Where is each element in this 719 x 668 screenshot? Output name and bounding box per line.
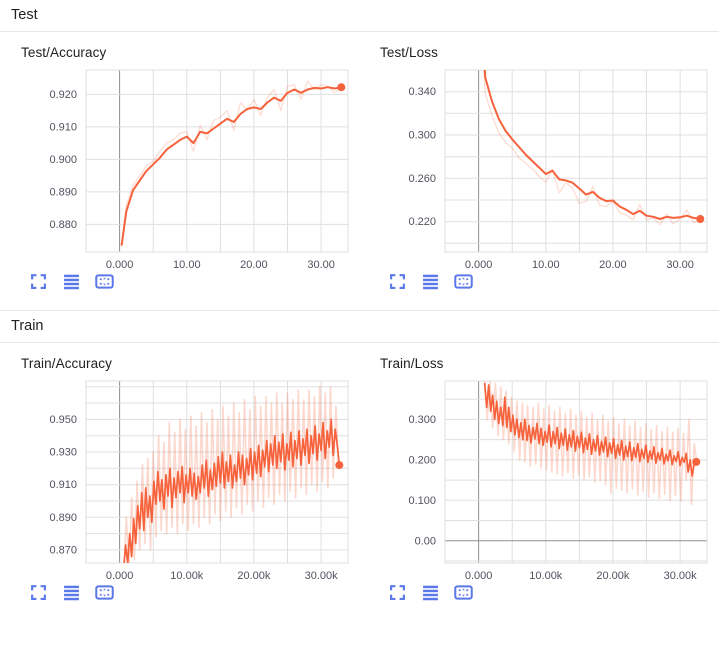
chart-title-train-loss: Train/Loss: [380, 356, 444, 371]
fit-domain-button[interactable]: [94, 583, 114, 601]
chart-test-loss[interactable]: 0.000 10.00 20.00 30.00 0.220 0.260 0.300 0.340: [375, 64, 718, 272]
data-table-icon: [422, 584, 439, 601]
fullscreen-icon: [30, 273, 47, 290]
svg-text:20.00k: 20.00k: [237, 570, 271, 582]
svg-text:30.00k: 30.00k: [305, 570, 339, 582]
svg-text:0.000: 0.000: [465, 570, 493, 582]
svg-text:0.220: 0.220: [408, 216, 436, 228]
data-table-button[interactable]: [62, 272, 80, 290]
svg-text:0.000: 0.000: [106, 259, 134, 271]
fit-domain-button[interactable]: [94, 272, 114, 290]
svg-text:10.00k: 10.00k: [529, 570, 563, 582]
section-train: Train Train/Accuracy 0.000 10.00k 20.00k 30…: [0, 310, 719, 621]
card-test-accuracy: Test/Accuracy 0.000 10.00 20.00 30.00 0.880 0…: [0, 32, 359, 290]
svg-text:30.00k: 30.00k: [664, 570, 698, 582]
fit-domain-icon: [94, 273, 114, 290]
svg-text:0.930: 0.930: [49, 447, 77, 459]
section-header-train[interactable]: Train: [0, 310, 719, 343]
tensorboard-scalars-page: Test Test/Accuracy 0.000 10.00 20.00 30.00 0…: [0, 0, 719, 621]
svg-text:0.870: 0.870: [49, 544, 77, 556]
expand-chart-button[interactable]: [29, 583, 47, 601]
chart-train-accuracy[interactable]: 0.000 10.00k 20.00k 30.00k 0.870 0.890 0.910 0.…: [16, 375, 359, 583]
fit-domain-icon: [453, 584, 473, 601]
svg-text:0.880: 0.880: [49, 219, 77, 231]
svg-text:0.200: 0.200: [408, 454, 436, 466]
card-actions: [29, 583, 359, 601]
svg-text:30.00: 30.00: [666, 259, 694, 271]
chart-train-loss[interactable]: 0.000 10.00k 20.00k 30.00k 0.00 0.100 0.200 0.3…: [375, 375, 718, 583]
svg-text:10.00k: 10.00k: [170, 570, 204, 582]
train-cards-row: Train/Accuracy 0.000 10.00k 20.00k 30.00k 0.…: [0, 343, 719, 621]
data-table-button[interactable]: [421, 272, 439, 290]
svg-text:0.300: 0.300: [408, 130, 436, 142]
svg-text:0.000: 0.000: [465, 259, 493, 271]
svg-text:0.900: 0.900: [49, 154, 77, 166]
fullscreen-icon: [389, 584, 406, 601]
svg-text:0.000: 0.000: [106, 570, 134, 582]
fullscreen-icon: [389, 273, 406, 290]
svg-text:30.00: 30.00: [307, 259, 335, 271]
svg-text:20.00k: 20.00k: [596, 570, 630, 582]
svg-text:0.920: 0.920: [49, 89, 77, 101]
svg-text:0.910: 0.910: [49, 479, 77, 491]
card-actions: [29, 272, 359, 290]
chart-title-test-accuracy: Test/Accuracy: [21, 45, 107, 60]
svg-text:0.300: 0.300: [408, 414, 436, 426]
svg-text:0.100: 0.100: [408, 495, 436, 507]
fit-domain-button[interactable]: [453, 272, 473, 290]
svg-text:0.340: 0.340: [408, 86, 436, 98]
card-test-loss: Test/Loss 0.000 10.00 20.00 30.00 0.220 0.260…: [359, 32, 718, 290]
card-actions: [388, 272, 718, 290]
section-header-test[interactable]: Test: [0, 0, 719, 32]
data-table-icon: [422, 273, 439, 290]
chart-title-test-loss: Test/Loss: [380, 45, 438, 60]
svg-text:0.910: 0.910: [49, 121, 77, 133]
svg-text:0.890: 0.890: [49, 512, 77, 524]
card-train-loss: Train/Loss 0.000 10.00k 20.00k 30.00k 0.00 0.…: [359, 343, 718, 601]
chart-test-accuracy[interactable]: 0.000 10.00 20.00 30.00 0.880 0.890 0.900 0.910…: [16, 64, 359, 272]
card-actions: [388, 583, 718, 601]
data-table-icon: [63, 584, 80, 601]
expand-chart-button[interactable]: [388, 272, 406, 290]
data-table-icon: [63, 273, 80, 290]
section-test: Test Test/Accuracy 0.000 10.00 20.00 30.00 0…: [0, 0, 719, 310]
svg-text:20.00: 20.00: [240, 259, 268, 271]
svg-text:0.890: 0.890: [49, 186, 77, 198]
svg-text:0.260: 0.260: [408, 173, 436, 185]
test-cards-row: Test/Accuracy 0.000 10.00 20.00 30.00 0.880 0…: [0, 32, 719, 310]
card-train-accuracy: Train/Accuracy 0.000 10.00k 20.00k 30.00k 0.…: [0, 343, 359, 601]
expand-chart-button[interactable]: [388, 583, 406, 601]
svg-text:10.00: 10.00: [173, 259, 201, 271]
svg-text:0.00: 0.00: [415, 535, 436, 547]
svg-text:20.00: 20.00: [599, 259, 627, 271]
expand-chart-button[interactable]: [29, 272, 47, 290]
svg-text:10.00: 10.00: [532, 259, 560, 271]
chart-title-train-accuracy: Train/Accuracy: [21, 356, 112, 371]
fit-domain-icon: [453, 273, 473, 290]
data-table-button[interactable]: [62, 583, 80, 601]
fit-domain-icon: [94, 584, 114, 601]
fullscreen-icon: [30, 584, 47, 601]
data-table-button[interactable]: [421, 583, 439, 601]
fit-domain-button[interactable]: [453, 583, 473, 601]
svg-text:0.950: 0.950: [49, 414, 77, 426]
